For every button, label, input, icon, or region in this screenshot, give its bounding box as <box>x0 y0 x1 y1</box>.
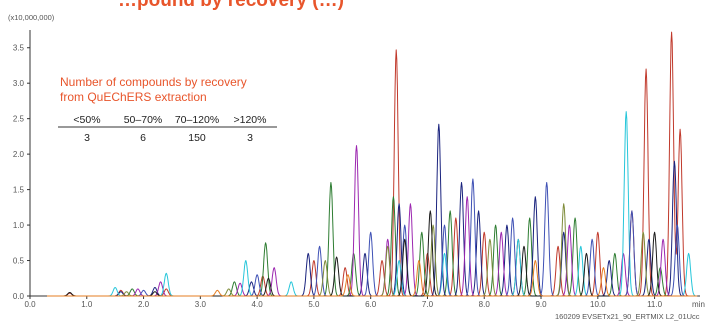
x-unit-label: min <box>692 300 705 309</box>
x-tick-label: 4.0 <box>252 300 264 309</box>
x-tick-label: 0.0 <box>24 300 36 309</box>
y-tick-label: 2.5 <box>13 115 25 124</box>
y-scale-label: (x10,000,000) <box>8 13 55 22</box>
file-footer: 160209 EVSETx21_90_ERTMIX L2_01Ucc <box>555 312 700 321</box>
y-tick-label: 3.5 <box>13 44 25 53</box>
x-tick-label: 2.0 <box>138 300 150 309</box>
y-tick-label: 2.0 <box>13 150 25 159</box>
y-tick-label: 1.0 <box>13 221 25 230</box>
x-tick-label: 9.0 <box>535 300 547 309</box>
x-tick-label: 11.0 <box>647 300 663 309</box>
chromatogram-traces <box>47 31 698 297</box>
x-ticks: 0.0 1.0 2.0 3.0 4.0 5.0 6.0 7.0 8.0 9.0 10.0 11.0 <box>24 296 663 309</box>
series-line <box>47 31 698 297</box>
x-tick-label: 6.0 <box>365 300 377 309</box>
inset-title-line1: Number of compounds by recovery <box>60 75 247 89</box>
y-tick-label: 0.0 <box>13 292 25 301</box>
x-tick-label: 8.0 <box>479 300 491 309</box>
series-line <box>47 260 698 297</box>
x-tick-label: 3.0 <box>195 300 207 309</box>
series-line <box>47 182 698 297</box>
y-tick-label: 0.5 <box>13 257 25 266</box>
chart-title: …pound by recovery (…) <box>118 0 344 11</box>
y-tick-label: 1.5 <box>13 186 25 195</box>
x-tick-label: 1.0 <box>81 300 93 309</box>
series-line <box>47 123 698 297</box>
inset-title-line2: from QuEChERS extraction <box>60 90 207 104</box>
series-line <box>47 178 698 297</box>
inset-header: 50–70% <box>124 114 163 126</box>
series-line <box>47 145 698 297</box>
inset-value: 150 <box>188 132 206 144</box>
inset-header: >120% <box>234 114 267 126</box>
x-tick-label: 5.0 <box>308 300 320 309</box>
inset-header: 70–120% <box>175 114 219 126</box>
inset-value: 3 <box>84 132 90 144</box>
inset-value: 6 <box>140 132 146 144</box>
inset-header: <50% <box>73 114 100 126</box>
y-tick-label: 3.0 <box>13 79 25 88</box>
x-tick-label: 10.0 <box>590 300 606 309</box>
inset-table: <50% 50–70% 70–120% >120% 3 6 150 3 <box>73 114 266 144</box>
inset-value: 3 <box>247 132 253 144</box>
recovery-inset: Number of compounds by recovery from QuE… <box>58 75 277 144</box>
y-ticks: 0.0 0.5 1.0 1.5 2.0 2.5 3.0 3.5 <box>13 44 30 301</box>
x-tick-label: 7.0 <box>422 300 434 309</box>
